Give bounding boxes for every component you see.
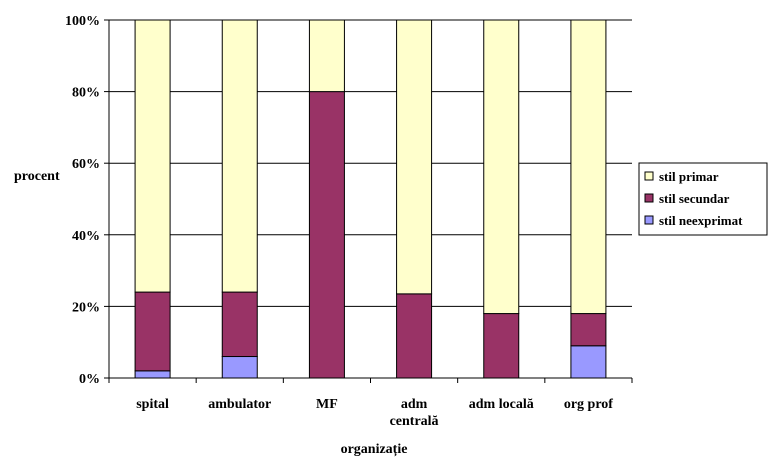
bar-segment xyxy=(134,19,171,293)
y-tick-label: 0% xyxy=(79,372,100,387)
bar-segment xyxy=(570,19,607,315)
x-tick-label: ambulator xyxy=(208,397,271,412)
legend-label: stil secundar xyxy=(659,191,730,206)
y-tick-label: 80% xyxy=(72,86,100,101)
y-tick-label: 100% xyxy=(65,14,100,29)
x-tick-label: spital xyxy=(136,397,169,412)
axes: 0% 20% 40% 60% 80% 100% spital ambulator MF adm ce… xyxy=(65,14,633,429)
y-tick-label: 60% xyxy=(72,157,100,172)
legend-swatch xyxy=(644,193,654,203)
x-tick-label: adm locală xyxy=(469,397,534,412)
x-tick-label: org prof xyxy=(564,397,613,412)
legend-box xyxy=(638,162,768,236)
y-axis-label: procent xyxy=(14,169,60,184)
y-tick-label: 40% xyxy=(72,229,100,244)
bars xyxy=(134,19,607,379)
gridlines xyxy=(109,19,632,307)
bar-segment xyxy=(221,291,258,358)
x-tick-label: adm xyxy=(401,397,428,412)
x-tick-label: MF xyxy=(316,397,338,412)
bar-segment xyxy=(134,370,171,379)
legend-label: stil primar xyxy=(659,169,719,184)
legend-swatch xyxy=(644,215,654,225)
bar-segment xyxy=(221,19,258,293)
bar-segment xyxy=(483,313,520,379)
x-axis-label: organizație xyxy=(341,442,408,457)
x-tick-label: centrală xyxy=(390,414,439,429)
legend: stil primar stil secundar stil neexprimat xyxy=(638,162,768,236)
legend-label: stil neexprimat xyxy=(659,213,743,228)
bar-segment xyxy=(134,291,171,372)
bar-segment xyxy=(221,356,258,379)
y-tick-label: 20% xyxy=(72,300,100,315)
bar-segment xyxy=(308,91,345,379)
bar-segment xyxy=(308,19,345,93)
bar-segment xyxy=(570,313,607,347)
legend-swatch xyxy=(644,171,654,181)
bar-segment xyxy=(570,345,607,379)
bar-segment xyxy=(483,19,520,315)
bar-segment xyxy=(396,19,433,295)
bar-segment xyxy=(396,293,433,379)
